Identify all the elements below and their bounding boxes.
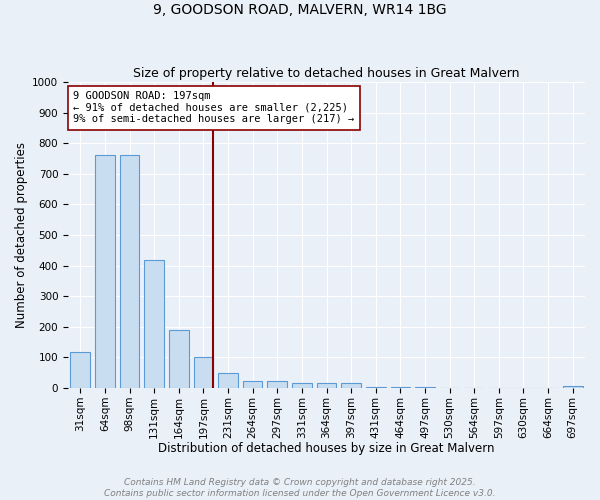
Bar	[317, 384, 337, 388]
Bar	[391, 386, 410, 388]
Text: 9, GOODSON ROAD, MALVERN, WR14 1BG: 9, GOODSON ROAD, MALVERN, WR14 1BG	[153, 2, 447, 16]
Y-axis label: Number of detached properties: Number of detached properties	[15, 142, 28, 328]
Bar	[341, 382, 361, 388]
Bar	[145, 260, 164, 388]
Bar	[292, 382, 312, 388]
Bar	[366, 386, 386, 388]
X-axis label: Distribution of detached houses by size in Great Malvern: Distribution of detached houses by size …	[158, 442, 495, 455]
Bar	[243, 382, 262, 388]
Bar	[70, 352, 90, 388]
Bar	[120, 156, 139, 388]
Bar	[268, 381, 287, 388]
Bar	[563, 386, 583, 388]
Text: 9 GOODSON ROAD: 197sqm
← 91% of detached houses are smaller (2,225)
9% of semi-d: 9 GOODSON ROAD: 197sqm ← 91% of detached…	[73, 91, 355, 124]
Bar	[415, 386, 435, 388]
Bar	[169, 330, 188, 388]
Title: Size of property relative to detached houses in Great Malvern: Size of property relative to detached ho…	[133, 66, 520, 80]
Bar	[194, 358, 213, 388]
Bar	[95, 156, 115, 388]
Text: Contains HM Land Registry data © Crown copyright and database right 2025.
Contai: Contains HM Land Registry data © Crown c…	[104, 478, 496, 498]
Bar	[218, 374, 238, 388]
